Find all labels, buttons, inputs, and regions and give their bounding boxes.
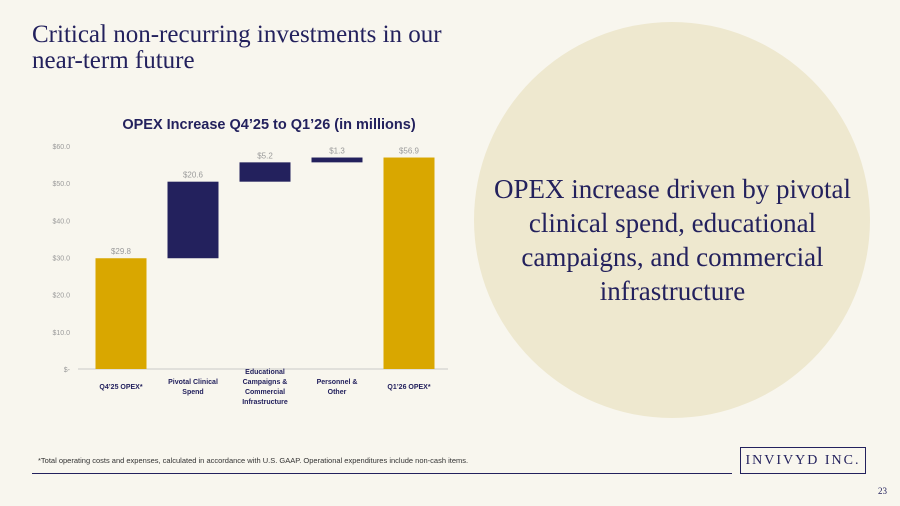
x-category-label: Pivotal Clinical Spend (168, 379, 218, 396)
waterfall-bar (239, 162, 291, 182)
x-category-label-line: Campaigns & (243, 379, 288, 386)
x-category-label-line: Other (328, 389, 347, 396)
callout-text: OPEX increase driven by pivotal clinical… (494, 174, 851, 306)
waterfall-bar (167, 181, 219, 259)
data-label: $56.9 (399, 147, 420, 156)
x-category-label-line: Personnel & (317, 379, 358, 386)
waterfall-bar (311, 157, 363, 163)
company-logo: INVIVYD INC. (740, 447, 866, 474)
y-tick-label: $50.0 (52, 181, 70, 188)
data-label: $1.3 (329, 147, 345, 156)
page-number: 23 (878, 486, 887, 496)
y-tick-label: $60.0 (52, 144, 70, 151)
footer-divider (32, 473, 732, 474)
x-category-label: Personnel & Other (317, 379, 358, 396)
callout-circle (474, 22, 870, 418)
data-label: $29.8 (111, 247, 132, 256)
x-category-label: Q1’26 OPEX* (387, 384, 430, 391)
y-tick-label: $30.0 (52, 256, 70, 263)
y-tick-label: $40.0 (52, 218, 70, 225)
x-category-label-line: Infrastructure (242, 399, 288, 406)
waterfall-bar (95, 258, 147, 369)
x-category-label-line: Commercial (245, 389, 285, 396)
footnote: *Total operating costs and expenses, cal… (38, 456, 469, 465)
x-category-label-line: Pivotal Clinical (168, 379, 218, 386)
y-tick-label: $- (64, 367, 71, 374)
y-tick-label: $20.0 (52, 293, 70, 300)
waterfall-bar (383, 157, 435, 369)
opex-waterfall-chart: OPEX Increase Q4’25 to Q1’26 (in million… (52, 117, 448, 406)
x-category-label-line: Educational (245, 369, 285, 376)
x-category-label: Educational Campaigns & Commercial Infrastr… (242, 369, 288, 406)
x-category-label: Q4’25 OPEX* (99, 384, 142, 391)
y-tick-label: $10.0 (52, 330, 70, 337)
slide-title: Critical non-recurring investments in ou… (32, 21, 442, 74)
data-label: $5.2 (257, 151, 273, 160)
x-category-label-line: Q1’26 OPEX* (387, 384, 430, 391)
x-category-label-line: Q4’25 OPEX* (99, 384, 142, 391)
data-label: $20.6 (183, 171, 204, 180)
x-category-label-line: Spend (182, 389, 203, 396)
chart-title: OPEX Increase Q4’25 to Q1’26 (in million… (122, 117, 415, 133)
